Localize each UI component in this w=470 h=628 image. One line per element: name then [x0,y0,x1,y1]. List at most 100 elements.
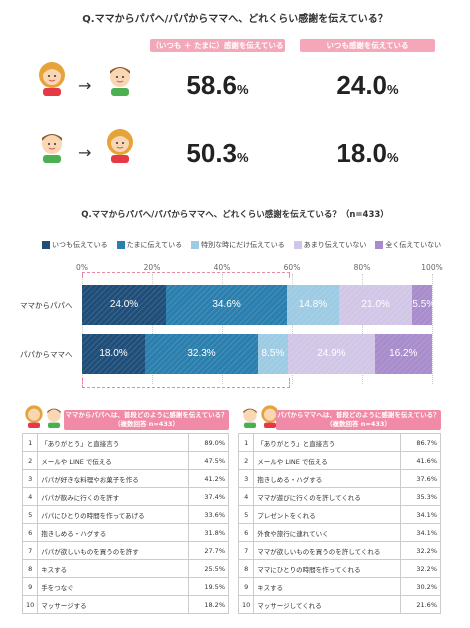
table-row: 8 キスする 25.5% [21,559,229,578]
bar-segment: 34.6% [166,285,288,325]
category-label: ママからパパへ [20,301,73,310]
value-cell: 25.5% [188,559,229,578]
x-tick-label: 80% [353,263,371,272]
item-cell: メールや LINE で伝える [253,451,401,470]
value-papa-sometimes: 50.3% [186,138,249,168]
table-right-subtitle: （複数回答 n=433） [326,420,391,428]
table-right-header: パパからママへは、普段どのように感謝を伝えている？ （複数回答 n=433） [276,410,441,430]
value-cell: 27.7% [188,541,229,560]
rank-cell: 5 [21,505,39,524]
arrow-row1: → [78,76,92,95]
value-cell: 35.3% [400,487,441,506]
table-left-title: ママからパパへは、普段どのように感謝を伝えている？ [65,411,228,419]
item-cell: 手をつなぐ [37,577,189,596]
bar-segment: 21.0% [338,285,413,325]
value-cell: 34.1% [400,505,441,524]
table-row: 1 「ありがとう」と直接言う 86.7% [237,433,441,452]
rank-cell: 9 [237,577,255,596]
x-tick-label: 60% [283,263,301,272]
rank-cell: 1 [21,433,39,452]
table-row: 9 キスする 30.2% [237,577,441,596]
value-cell: 41.2% [188,469,229,488]
bracket-bottom [82,378,290,388]
value-cell: 32.2% [400,559,441,578]
item-cell: 抱きしめる・ハグする [253,469,401,488]
rank-cell: 7 [237,541,255,560]
table-row: 6 抱きしめる・ハグする 31.8% [21,523,229,542]
table-left-subtitle: （複数回答 n=433） [114,420,179,428]
table-row: 4 パパが飲みに行くのを許す 37.4% [21,487,229,506]
value-cell: 37.6% [400,469,441,488]
legend-item: いつも伝えている [42,240,108,250]
item-cell: パパにひとりの時間を作ってあげる [37,505,189,524]
legend-swatch [293,241,302,249]
legend-swatch [42,241,50,249]
chart-legend: いつも伝えている たまに伝えている 特別な時にだけ伝えている あまり伝えていない 全く伝… [42,240,441,250]
table-row: 2 メールや LINE で伝える 41.6% [237,451,441,470]
table-row: 3 パパが好きな料理やお菓子を作る 41.2% [21,469,229,488]
value-cell: 33.6% [188,505,229,524]
item-cell: キスする [37,559,189,578]
pill-always: いつも感謝を伝えている [300,39,435,52]
item-cell: ママが欲しいものを買うのを許してくれる [253,541,401,560]
item-cell: メールや LINE で伝える [37,451,189,470]
top-title: Q.ママからパパへ/パパからママへ、どれくらい感謝を伝えている？ [82,14,388,25]
legend-swatch [191,241,200,249]
item-cell: 「ありがとう」と直接言う [253,433,401,452]
value-cell: 18.2% [188,595,229,614]
value-cell: 89.0% [188,433,229,452]
legend-label: あまり伝えていない [303,241,367,249]
rank-cell: 2 [237,451,255,470]
rank-cell: 8 [21,559,39,578]
rank-cell: 6 [237,523,255,542]
bar-segment: 18.0% [82,334,145,374]
table-row: 9 手をつなぐ 19.5% [21,577,229,596]
table-row: 8 ママにひとりの時間を作ってくれる 32.2% [237,559,441,578]
rank-cell: 6 [21,523,39,542]
item-cell: マッサージしてくれる [253,595,401,614]
value-cell: 41.6% [400,451,441,470]
gridline [152,274,153,384]
table-row: 7 パパが欲しいものを買うのを許す 27.7% [21,541,229,560]
item-cell: ママが遊びに行くのを許してくれる [253,487,401,506]
rank-cell: 10 [21,595,39,614]
value-cell: 31.8% [188,523,229,542]
value-cell: 47.5% [188,451,229,470]
value-mama-sometimes: 58.6% [186,70,249,100]
bar-segment: 24.0% [82,285,166,325]
rank-cell: 4 [237,487,255,506]
legend-label: いつも伝えている [52,241,108,249]
legend-label: たまに伝えている [126,241,183,249]
table-left-header: ママからパパへは、普段どのように感謝を伝えている？ （複数回答 n=433） [64,410,229,430]
gridline [222,274,223,384]
legend-item: 特別な時にだけ伝えている [191,240,285,250]
value-cell: 19.5% [188,577,229,596]
papa-face-icon [110,67,130,96]
value-cell: 86.7% [400,433,441,452]
value-mama-always: 24.0% [336,70,399,100]
table-right: 1 「ありがとう」と直接言う 86.7% 2 メールや LINE で伝える 41.6% 3 抱… [237,433,441,614]
bar-segment: 5.5% [412,285,435,325]
chart-title: Q.ママからパパへ/パパからママへ、どれくらい感謝を伝えている？（n=433） [81,210,389,220]
category-label: パパからママへ [20,350,73,359]
item-cell: パパが飲みに行くのを許す [37,487,189,506]
rank-cell: 3 [21,469,39,488]
rank-cell: 1 [237,433,255,452]
value-papa-always: 18.0% [336,138,399,168]
gridline [432,274,433,384]
x-tick-label: 100% [421,263,443,272]
mama-face-icon [25,405,43,428]
x-tick-label: 0% [76,263,88,272]
table-row: 6 外食や旅行に連れていく 34.1% [237,523,441,542]
bar-segment: 32.3% [145,334,259,374]
bracket-top [82,272,290,278]
rank-cell: 8 [237,559,255,578]
item-cell: マッサージする [37,595,189,614]
table-row: 5 パパにひとりの時間を作ってあげる 33.6% [21,505,229,524]
table-left: 1 「ありがとう」と直接言う 89.0% 2 メールや LINE で伝える 47.5% 3 パ… [21,433,229,614]
table-row: 3 抱きしめる・ハグする 37.6% [237,469,441,488]
bar-segment: 14.8% [287,285,339,325]
pill-sometimes-always: （いつも ＋ たまに）感謝を伝えている [150,39,285,52]
bar-segment: 8.5% [258,334,288,374]
value-cell: 37.4% [188,487,229,506]
